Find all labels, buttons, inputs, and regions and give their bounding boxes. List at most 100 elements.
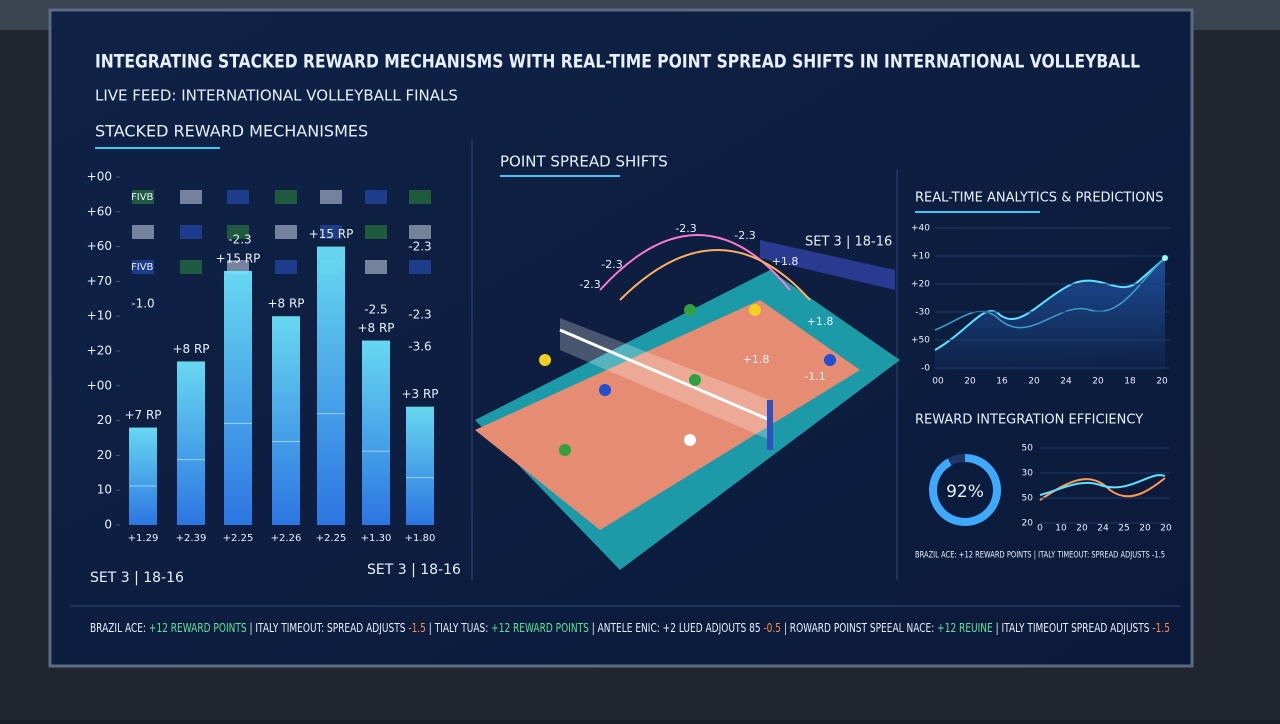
y-tick-label: 30 xyxy=(1022,469,1034,479)
y-tick-label: +10 xyxy=(87,309,112,323)
flag-icon xyxy=(180,190,202,204)
x-tick-label: +2.25 xyxy=(223,533,254,544)
ticker-segment: +12 REWARD POINTS xyxy=(149,621,247,635)
x-tick-label: 0 xyxy=(1037,524,1043,534)
x-tick-label: +1.30 xyxy=(361,533,392,544)
y-tick-label: +20 xyxy=(911,280,930,290)
court-scene xyxy=(475,234,900,570)
y-tick-label: 20 xyxy=(97,413,112,427)
spread-note: -2.3 xyxy=(228,233,251,247)
ticker-segment: -1.5 xyxy=(1152,621,1170,635)
trend-line xyxy=(1039,474,1166,496)
spread-label: -2.3 xyxy=(675,222,696,235)
x-tick-label: 24 xyxy=(1097,524,1109,534)
y-tick-label: +10 xyxy=(911,252,930,262)
ticker-segment: | TIALY TUAS: xyxy=(426,621,491,635)
ticker-segment: +12 REUINE xyxy=(937,621,993,635)
spread-label: +1.8 xyxy=(807,315,834,328)
section-title: STACKED REWARD MECHANISMES xyxy=(95,122,368,141)
flag-icon xyxy=(409,190,431,204)
x-tick-label: +2.26 xyxy=(271,533,302,544)
y-tick-label: +00 xyxy=(87,170,112,184)
x-tick-label: +2.25 xyxy=(316,533,347,544)
y-tick-label: +20 xyxy=(87,344,112,358)
y-tick-label: +40 xyxy=(911,224,930,234)
spread-label: -2.3 xyxy=(601,258,622,271)
y-tick-label: 50 xyxy=(1022,444,1034,454)
value-label: +8 RP xyxy=(267,297,304,311)
bar xyxy=(129,427,157,525)
flag-icon xyxy=(180,225,202,239)
x-tick-label: 20 xyxy=(964,377,976,387)
flag-icon xyxy=(275,190,297,204)
section-title: REWARD INTEGRATION EFFICIENCY xyxy=(915,413,1143,428)
flag-icon xyxy=(180,260,202,274)
set-score: SET 3 | 18-16 xyxy=(805,235,892,250)
gauge-label: 92% xyxy=(946,482,984,502)
spread-label: -2.3 xyxy=(579,278,600,291)
y-tick-label: 10 xyxy=(97,483,112,497)
area-trend xyxy=(935,258,1165,370)
flag-icon xyxy=(320,190,342,204)
point xyxy=(1162,255,1168,261)
flag-icon xyxy=(227,190,249,204)
x-tick-label: 16 xyxy=(996,377,1008,387)
ticker-segment: | ITALY TIMEOUT: SPREAD ADJUSTS xyxy=(247,621,409,635)
title: INTEGRATING STACKED REWARD MECHANISMS WI… xyxy=(95,51,1140,73)
flag-icon xyxy=(320,225,342,239)
flag-icon xyxy=(409,260,431,274)
y-tick-label: +70 xyxy=(87,274,112,288)
flag-icon xyxy=(365,260,387,274)
section-title: REAL-TIME ANALYTICS & PREDICTIONS xyxy=(915,191,1163,206)
flag-icon xyxy=(132,225,154,239)
value-label: +8 RP xyxy=(357,321,394,335)
value-label: +3 RP xyxy=(401,387,438,401)
trend-line xyxy=(1039,477,1166,501)
bar xyxy=(224,270,252,525)
spread-note: -2.3 xyxy=(408,240,431,254)
trend-line xyxy=(934,257,1166,331)
x-tick-label: 20 xyxy=(1160,524,1172,534)
x-tick-label: 20 xyxy=(1139,524,1151,534)
logo: FIVB xyxy=(131,192,154,203)
bar xyxy=(362,340,390,525)
spread-label: -1.1 xyxy=(804,370,825,383)
y-tick-label: +00 xyxy=(87,378,112,392)
ticker-segment: -1.5 xyxy=(408,621,426,635)
spread-note: -3.6 xyxy=(408,340,431,354)
y-tick-label: -0 xyxy=(921,364,930,374)
y-tick-label: -30 xyxy=(915,308,930,318)
x-tick-label: 18 xyxy=(1124,377,1136,387)
flag-icon xyxy=(227,260,249,274)
spread-label: +1.8 xyxy=(743,353,770,366)
spread-label: +1.8 xyxy=(772,255,799,268)
y-tick-label: 50 xyxy=(1022,494,1034,504)
x-tick-label: 10 xyxy=(1055,524,1067,534)
gauge-arc xyxy=(929,454,1001,526)
ticker: BRAZIL ACE: +12 REWARD POINTS | ITALY TI… xyxy=(90,621,1170,635)
x-tick-label: +1.80 xyxy=(405,533,436,544)
y-tick-label: +50 xyxy=(911,336,930,346)
spread-note: -1.0 xyxy=(131,297,154,311)
y-tick-label: 20 xyxy=(97,448,112,462)
flag-icon xyxy=(227,225,249,239)
trend-line xyxy=(934,257,1166,351)
value-label: +15 RP xyxy=(309,227,354,241)
ticker-segment: +12 REWARD POINTS xyxy=(491,621,589,635)
x-tick-label: 20 xyxy=(1076,524,1088,534)
set-score: SET 3 | 18-16 xyxy=(90,570,184,586)
spread-label: -2.3 xyxy=(734,229,755,242)
y-tick-label: +60 xyxy=(87,239,112,253)
y-tick-label: 20 xyxy=(1022,519,1034,529)
bar xyxy=(406,406,434,525)
bar xyxy=(177,361,205,525)
bar xyxy=(317,246,345,525)
y-tick-label: +60 xyxy=(87,204,112,218)
spread-note: -2.3 xyxy=(408,308,431,322)
flag-icon xyxy=(365,190,387,204)
ticker-segment: | ITALY TIMEOUT SPREAD ADJUSTS xyxy=(993,621,1153,635)
ticker-segment: BRAZIL ACE: xyxy=(90,621,149,635)
x-tick-label: 20 xyxy=(1092,377,1104,387)
x-tick-label: 20 xyxy=(1028,377,1040,387)
